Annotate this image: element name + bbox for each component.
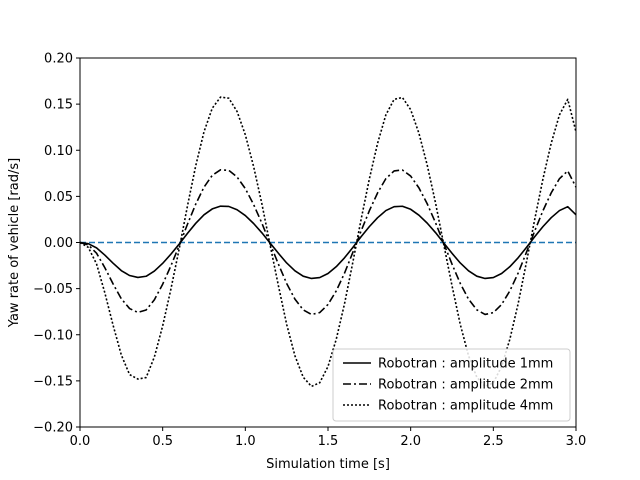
x-axis-label: Simulation time [s] <box>266 457 390 472</box>
x-tick-label: 2.0 <box>400 434 421 449</box>
x-tick-label: 0.5 <box>152 434 173 449</box>
series-layer <box>79 96 577 388</box>
x-tick-label: 1.5 <box>318 434 339 449</box>
legend-label: Robotran : amplitude 2mm <box>378 378 553 393</box>
x-tick-label: 3.0 <box>566 434 587 449</box>
y-tick-label: −0.15 <box>33 374 73 389</box>
y-axis-label: Yaw rate of vehicle [rad/s] <box>7 158 22 328</box>
legend-label: Robotran : amplitude 4mm <box>378 399 553 414</box>
y-tick-label: −0.10 <box>33 328 73 343</box>
x-axis-ticks: 0.0 0.5 1.0 1.5 2.0 2.5 3.0 <box>70 427 587 449</box>
legend-label: Robotran : amplitude 1mm <box>378 357 553 372</box>
y-tick-label: 0.05 <box>44 190 73 205</box>
x-tick-label: 1.0 <box>235 434 256 449</box>
y-tick-label: 0.20 <box>44 52 73 67</box>
series-line-1 <box>79 205 577 280</box>
y-tick-label: −0.05 <box>33 282 73 297</box>
y-tick-label: 0.10 <box>44 144 73 159</box>
y-tick-label: 0.15 <box>44 98 73 113</box>
y-tick-label: −0.20 <box>33 421 73 436</box>
x-tick-label: 2.5 <box>483 434 504 449</box>
series-line-2 <box>79 169 577 316</box>
y-axis-ticks: 0.20 0.15 0.10 0.05 0.00 −0.05 −0.10 −0.15 −0.20 <box>33 52 80 436</box>
x-tick-label: 0.0 <box>70 434 91 449</box>
legend-box <box>332 348 571 422</box>
legend: Robotran : amplitude 1mm Robotran : ampli… <box>332 348 571 422</box>
y-tick-label: 0.00 <box>44 236 73 251</box>
